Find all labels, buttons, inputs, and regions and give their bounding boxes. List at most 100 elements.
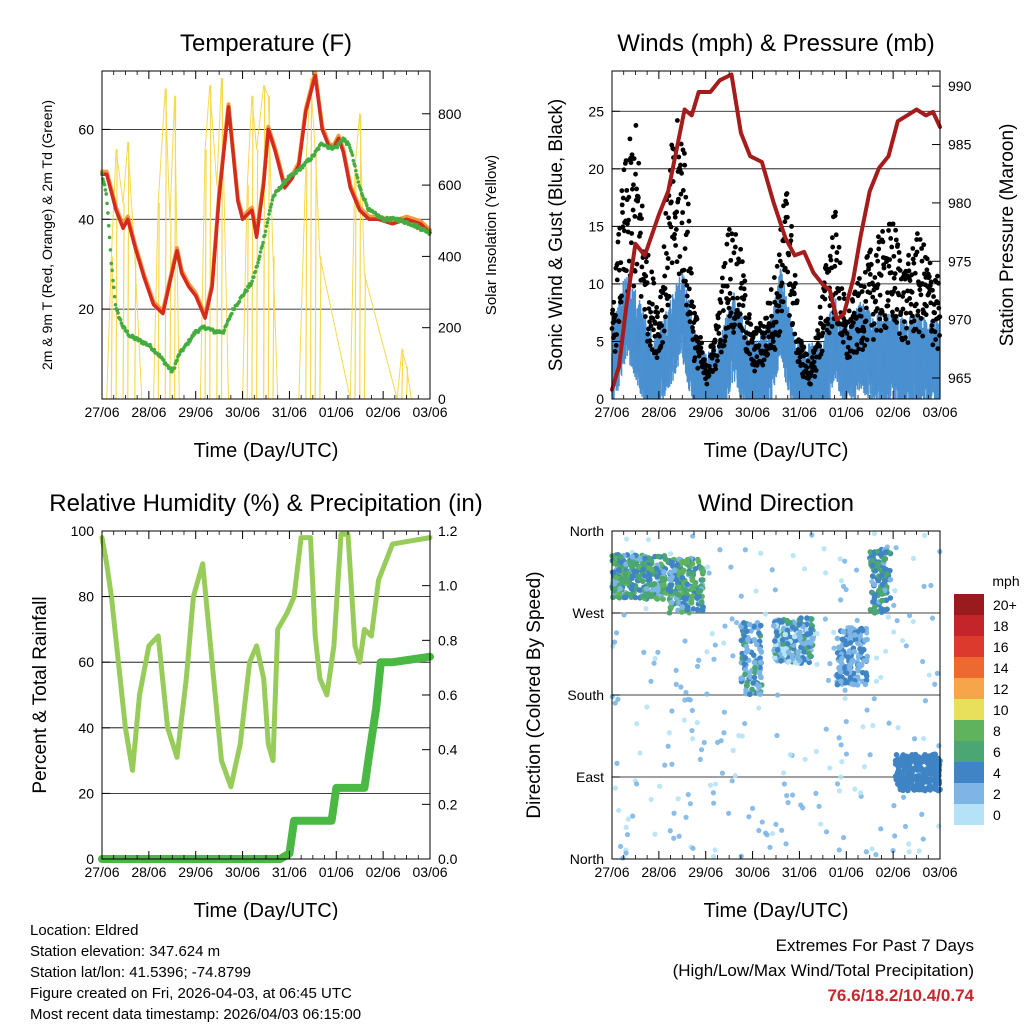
dewpoint-point xyxy=(300,165,305,170)
gust-point xyxy=(718,300,724,305)
gust-point xyxy=(885,290,890,296)
dewpoint-point xyxy=(249,282,254,286)
gust-point xyxy=(792,272,798,278)
direction-point xyxy=(782,631,789,638)
gust-point xyxy=(726,305,732,311)
direction-point xyxy=(801,566,808,572)
direction-point xyxy=(781,770,787,776)
gust-point xyxy=(809,355,815,360)
gust-point xyxy=(915,308,921,314)
gust-point xyxy=(845,344,851,350)
gust-point xyxy=(782,265,788,271)
gust-point xyxy=(818,315,824,321)
direction-point xyxy=(893,752,900,758)
gust-point xyxy=(878,272,884,278)
x-axis-label: Time (Day/UTC) xyxy=(704,900,849,920)
direction-point xyxy=(814,661,820,667)
y-right-tick-label: 400 xyxy=(438,248,462,264)
gust-point xyxy=(736,302,742,308)
direction-point xyxy=(914,784,920,791)
direction-point xyxy=(712,847,718,853)
extremes-box: Extremes For Past 7 Days (High/Low/Max W… xyxy=(673,933,974,1008)
gust-point xyxy=(712,337,718,343)
panel-humidity: 0 20 40 60 80 100 0.0 0.2 0.4 0.6 0.8 1.0 1.2 27/06 28… xyxy=(30,490,483,920)
direction-point xyxy=(641,649,647,655)
gust-point xyxy=(902,276,908,282)
direction-point xyxy=(778,658,784,664)
direction-point xyxy=(879,581,886,588)
direction-point xyxy=(645,537,652,543)
gust-point xyxy=(859,289,865,294)
gust-point xyxy=(754,354,760,360)
gust-point xyxy=(633,123,639,128)
gust-point xyxy=(911,318,917,324)
gust-point xyxy=(924,303,929,309)
gust-point xyxy=(676,271,682,277)
direction-point xyxy=(715,739,721,745)
y-axis-label-left: Sonic Wind & Gust (Blue, Black) xyxy=(546,99,567,371)
direction-point xyxy=(898,755,905,762)
direction-point xyxy=(863,657,870,664)
direction-point xyxy=(653,595,660,601)
direction-point xyxy=(616,591,623,597)
dewpoint-point xyxy=(222,328,227,333)
direction-point xyxy=(692,565,699,572)
gust-point xyxy=(829,324,835,329)
gust-point xyxy=(930,287,935,293)
gust-point xyxy=(631,283,637,289)
gust-point xyxy=(931,294,936,299)
dewpoint-point xyxy=(427,232,432,236)
gust-point xyxy=(776,303,782,309)
direction-point xyxy=(700,604,706,610)
direction-point xyxy=(869,557,876,564)
gust-point xyxy=(926,274,932,280)
gust-point xyxy=(620,224,626,230)
direction-point xyxy=(894,771,900,778)
dewpoint-point xyxy=(287,176,292,180)
direction-point xyxy=(872,568,879,574)
gust-point xyxy=(668,199,674,205)
direction-point xyxy=(679,574,686,581)
gust-point xyxy=(809,368,815,374)
direction-point xyxy=(779,637,786,643)
gust-point xyxy=(777,329,783,335)
gust-point xyxy=(704,381,710,387)
dewpoint-point xyxy=(111,278,115,283)
gust-point xyxy=(695,365,701,371)
gust-point xyxy=(891,253,897,259)
direction-point xyxy=(690,845,696,851)
gust-point xyxy=(761,324,767,329)
rh-line xyxy=(99,531,433,790)
direction-point xyxy=(694,606,701,613)
direction-point xyxy=(630,813,636,819)
direction-point xyxy=(612,587,618,594)
gust-point xyxy=(698,345,704,351)
gust-point xyxy=(770,339,776,344)
direction-point xyxy=(784,792,790,799)
solar-spike xyxy=(354,167,357,400)
direction-point xyxy=(813,790,819,797)
gust-point xyxy=(889,244,895,250)
direction-point xyxy=(739,733,745,739)
gust-point xyxy=(739,259,745,265)
gust-point xyxy=(687,319,693,325)
direction-point xyxy=(801,649,807,655)
direction-point xyxy=(701,739,707,746)
gust-point xyxy=(892,271,898,277)
gust-point xyxy=(879,309,885,315)
gust-point xyxy=(745,340,751,346)
y-right-tick-label: 0.6 xyxy=(438,687,458,703)
x-tick-label: 31/06 xyxy=(272,404,307,420)
direction-point xyxy=(878,551,884,558)
direction-point xyxy=(674,562,680,568)
y-tick-label: 10 xyxy=(588,276,604,292)
gust-point xyxy=(822,288,828,294)
direction-point xyxy=(884,571,890,577)
gust-point xyxy=(875,282,881,287)
direction-series xyxy=(609,530,943,861)
extremes-title: Extremes For Past 7 Days xyxy=(775,936,974,955)
direction-point xyxy=(746,814,752,820)
gust-point xyxy=(914,237,920,242)
direction-point xyxy=(673,667,679,673)
direction-point xyxy=(837,668,844,675)
